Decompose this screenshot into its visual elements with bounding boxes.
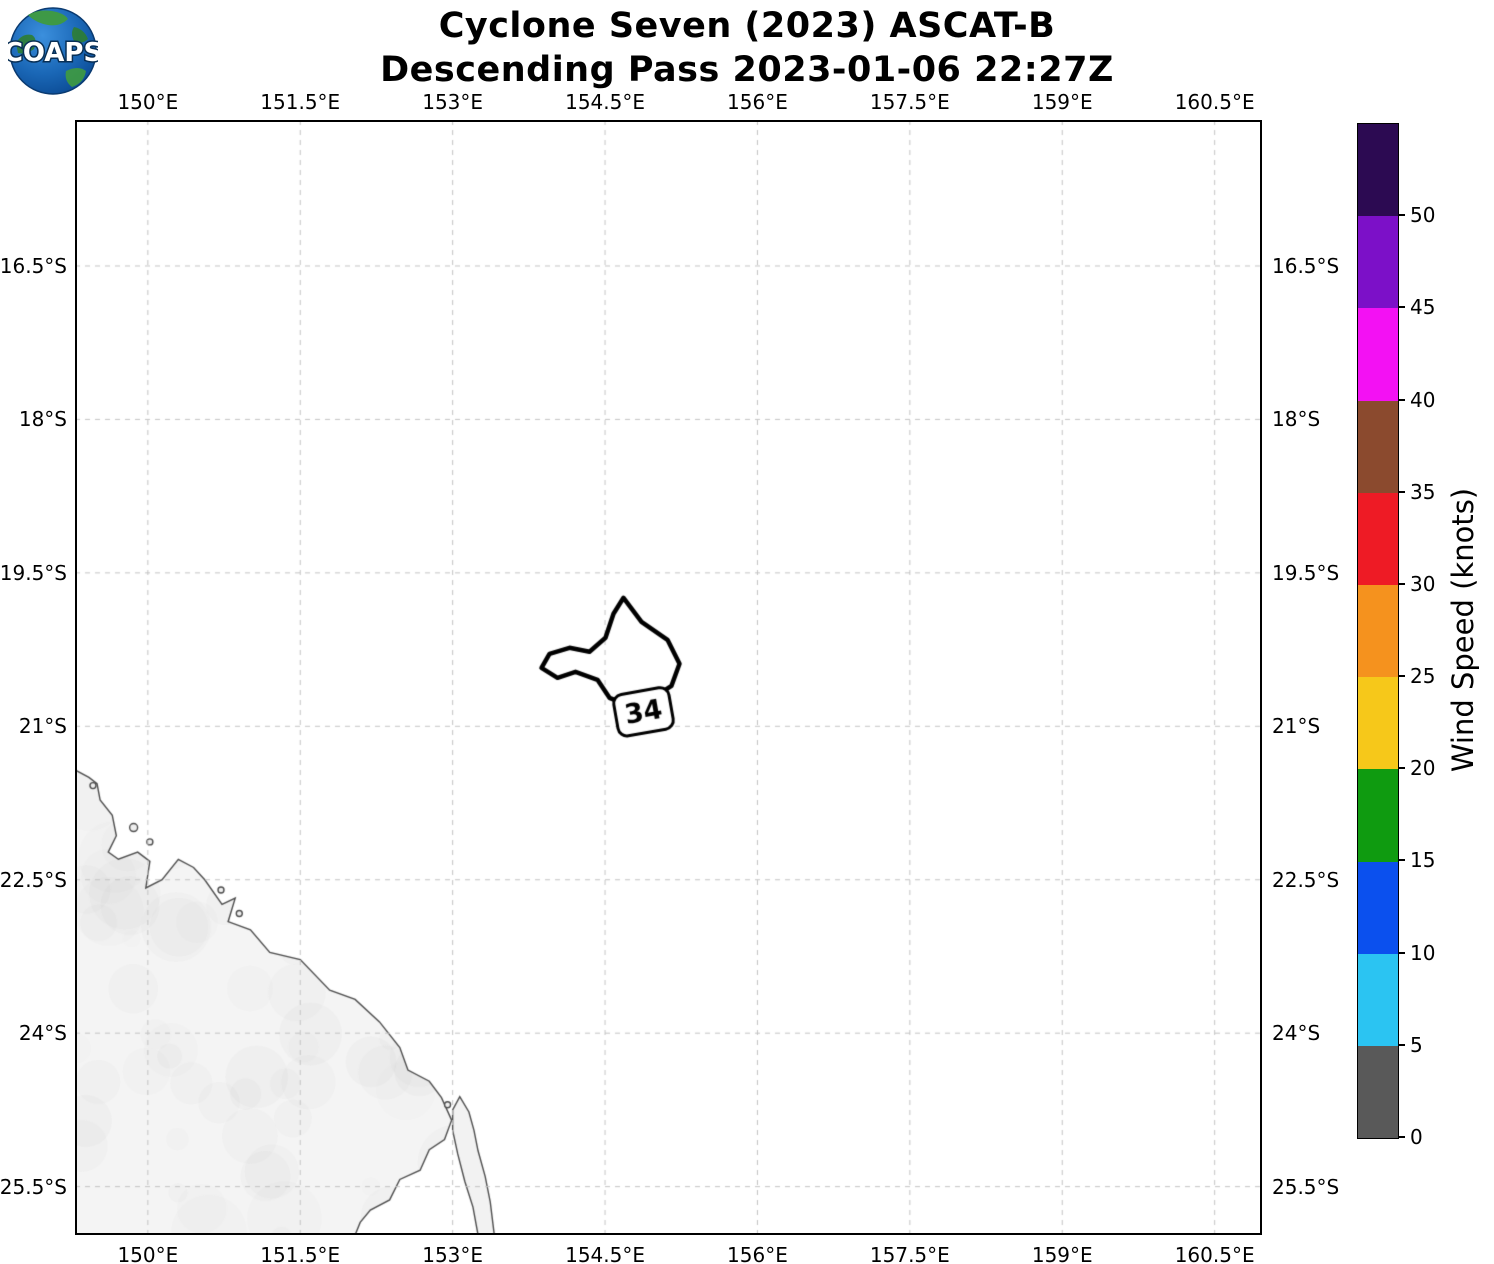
lon-tick-label: 156°E xyxy=(727,1243,788,1264)
lat-tick-label: 22.5°S xyxy=(1272,867,1340,892)
colorbar-tickmark xyxy=(1398,1136,1405,1138)
lon-tick-label: 154.5°E xyxy=(565,90,645,114)
wind-barb-map-canvas xyxy=(75,120,1262,1235)
lon-tick-label: 159°E xyxy=(1031,1243,1093,1264)
lat-tick-label: 24°S xyxy=(1272,1021,1321,1046)
plot-title-line2: Descending Pass 2023-01-06 22:27Z xyxy=(380,50,1114,90)
colorbar-segment xyxy=(1358,953,1398,1046)
lon-tick-label: 153°E xyxy=(422,90,484,114)
colorbar-segment xyxy=(1358,492,1398,585)
lon-tick-label: 156°E xyxy=(727,90,788,114)
colorbar-segment xyxy=(1358,1045,1398,1139)
lat-tick-label: 18°S xyxy=(1272,407,1321,432)
colorbar-tickmark xyxy=(1398,490,1405,493)
colorbar-segment xyxy=(1358,216,1398,309)
lon-tick-label: 160.5°E xyxy=(1174,1243,1255,1264)
lat-tick-label: 25.5°S xyxy=(1272,1174,1340,1199)
lat-tick-label: 24°S xyxy=(18,1021,67,1046)
lon-tick-label: 150°E xyxy=(117,1243,179,1264)
lat-tick-label: 19.5°S xyxy=(1272,560,1340,585)
colorbar-segment xyxy=(1358,124,1398,217)
colorbar-label: Wind Speed (knots) xyxy=(1446,487,1480,773)
colorbar-tick-label: 30 xyxy=(1410,571,1436,596)
colorbar-tick-label: 25 xyxy=(1410,664,1436,689)
colorbar-segment xyxy=(1358,400,1398,493)
lon-tick-label: 150°E xyxy=(117,90,179,114)
lat-tick-label: 18°S xyxy=(18,407,67,432)
lat-tick-label: 16.5°S xyxy=(1272,253,1340,278)
coaps-logo: COAPS xyxy=(8,7,98,95)
colorbar-tick-label: 45 xyxy=(1410,295,1436,320)
colorbar-tick-label: 35 xyxy=(1410,479,1436,504)
colorbar-segment xyxy=(1358,677,1398,770)
colorbar-tick-label: 5 xyxy=(1410,1032,1423,1057)
plot-title-line1: Cyclone Seven (2023) ASCAT-B xyxy=(438,6,1056,46)
lon-tick-label: 160.5°E xyxy=(1174,90,1255,114)
lon-tick-label: 157.5°E xyxy=(869,1243,950,1264)
lon-tick-label: 151.5°E xyxy=(260,1243,341,1264)
lon-tick-label: 151.5°E xyxy=(260,90,341,114)
colorbar xyxy=(1357,123,1399,1139)
colorbar-tickmark xyxy=(1398,582,1405,585)
colorbar-tickmark xyxy=(1398,398,1405,401)
lat-tick-label: 21°S xyxy=(1272,714,1321,739)
lat-tick-label: 16.5°S xyxy=(0,253,67,278)
lon-tick-label: 157.5°E xyxy=(869,90,950,114)
lat-tick-label: 21°S xyxy=(18,714,67,739)
colorbar-tick-label: 15 xyxy=(1410,848,1436,873)
lat-tick-label: 25.5°S xyxy=(0,1174,67,1199)
lon-tick-label: 154.5°E xyxy=(565,1243,645,1264)
colorbar-tickmark xyxy=(1398,214,1405,217)
lat-tick-label: 19.5°S xyxy=(0,560,67,585)
colorbar-tick-label: 40 xyxy=(1410,387,1436,412)
colorbar-tickmark xyxy=(1398,859,1405,862)
colorbar-tick-label: 50 xyxy=(1410,203,1436,228)
colorbar-segment xyxy=(1358,861,1398,954)
lat-tick-label: 22.5°S xyxy=(0,867,67,892)
colorbar-segment xyxy=(1358,769,1398,862)
lon-tick-label: 153°E xyxy=(422,1243,484,1264)
colorbar-tick-label: 20 xyxy=(1410,756,1436,781)
colorbar-segment xyxy=(1358,584,1398,678)
colorbar-tickmark xyxy=(1398,1043,1405,1046)
colorbar-tickmark xyxy=(1398,951,1405,954)
colorbar-tickmark xyxy=(1398,306,1405,309)
colorbar-tickmark xyxy=(1398,767,1405,770)
logo-text: COAPS xyxy=(8,38,98,68)
colorbar-tick-label: 0 xyxy=(1410,1125,1423,1149)
colorbar-segment xyxy=(1358,308,1398,401)
lon-tick-label: 159°E xyxy=(1031,90,1093,114)
colorbar-tick-label: 10 xyxy=(1410,940,1436,965)
colorbar-tickmark xyxy=(1398,675,1405,678)
